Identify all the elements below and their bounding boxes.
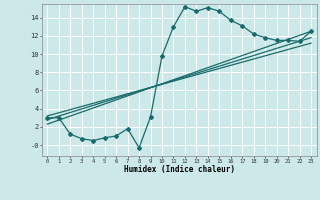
- X-axis label: Humidex (Indice chaleur): Humidex (Indice chaleur): [124, 165, 235, 174]
